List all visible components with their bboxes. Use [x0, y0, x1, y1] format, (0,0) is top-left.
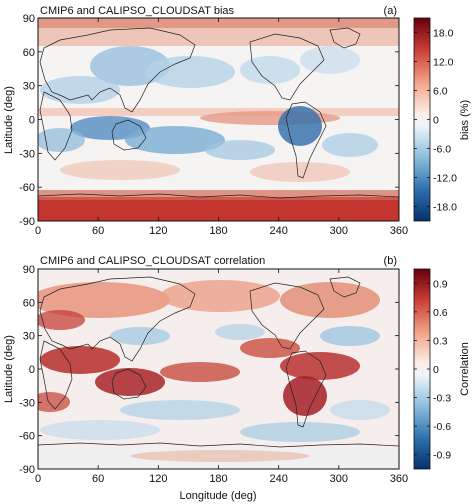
x-tick-label: 0 [35, 473, 41, 485]
panel-b-heatmap [38, 269, 399, 469]
x-tick-label: 120 [149, 225, 167, 237]
panel-b-y-ticks: 90 60 30 0 -30 -60 -90 [19, 264, 399, 476]
y-tick-label: 60 [23, 47, 35, 59]
x-tick-label: 180 [209, 473, 227, 485]
colorbar-tick-label: 0.3 [433, 335, 448, 347]
x-tick-label: 0 [35, 225, 41, 237]
x-tick-label: 180 [209, 225, 227, 237]
panel-a-label: (a) [384, 5, 397, 17]
y-tick-label: 60 [23, 297, 35, 309]
y-tick-label: -90 [19, 216, 35, 228]
colorbar-tick-label: -0.6 [433, 421, 451, 433]
colorbar-tick-label: 18.0 [433, 28, 454, 40]
y-tick-label: -30 [19, 148, 35, 160]
panel-b-label: (b) [384, 255, 397, 267]
colorbar-tick-label: 12.0 [433, 57, 454, 69]
panel-b-x-axis-label: Longitude (deg) [179, 490, 256, 502]
colorbar-tick-label: 0 [433, 364, 439, 376]
colorbar-tick-label: -6.0 [433, 144, 451, 156]
x-tick-label: 300 [330, 473, 348, 485]
colorbar-tick-label: -0.9 [433, 450, 451, 462]
panel-b-colorbar-label: Correlation [459, 342, 471, 396]
panel-b-x-ticks: 0 60 120 180 240 300 360 [35, 269, 408, 485]
y-tick-label: -90 [19, 464, 35, 476]
y-tick-label: 30 [23, 331, 35, 343]
panel-a-heatmap [38, 18, 399, 221]
y-tick-label: 0 [29, 115, 35, 127]
colorbar-tick-label: -0.3 [433, 393, 451, 405]
colorbar-tick-label: 0.9 [433, 278, 448, 290]
y-tick-label: 30 [23, 81, 35, 93]
panel-b-title: CMIP6 and CALIPSO_CLOUDSAT correlation [40, 255, 265, 267]
panel-a-title: CMIP6 and CALIPSO_CLOUDSAT bias [40, 5, 235, 17]
x-tick-label: 60 [92, 225, 104, 237]
y-tick-label: -60 [19, 182, 35, 194]
panel-a-colorbar-ticks: 18.0 12.0 6.0 0 -6.0 -12.0 -18.0 [414, 28, 457, 214]
x-tick-label: 360 [390, 473, 408, 485]
x-tick-label: 300 [330, 225, 348, 237]
panel-a-x-ticks: 0 60 120 180 240 300 360 [35, 18, 408, 237]
panel-a-y-ticks: 90 60 30 0 -30 -60 -90 [19, 13, 399, 228]
x-tick-label: 120 [149, 473, 167, 485]
panel-b-y-axis-label: Latitude (deg) [3, 335, 15, 403]
colorbar-tick-label: 0 [433, 115, 439, 127]
panel-a-colorbar-label: bias (%) [459, 100, 471, 140]
y-tick-label: -60 [19, 431, 35, 443]
y-tick-label: 90 [23, 13, 35, 25]
x-tick-label: 60 [92, 473, 104, 485]
y-tick-label: -30 [19, 397, 35, 409]
y-tick-label: 0 [29, 364, 35, 376]
x-tick-label: 360 [390, 225, 408, 237]
colorbar-tick-label: 6.0 [433, 86, 448, 98]
panel-a-y-axis-label: Latitude (deg) [3, 86, 15, 154]
panel-b-colorbar-ticks: 0.9 0.6 0.3 0 -0.3 -0.6 -0.9 [414, 278, 451, 462]
x-tick-label: 240 [269, 473, 287, 485]
colorbar-tick-label: -18.0 [433, 202, 457, 214]
colorbar-tick-label: 0.6 [433, 307, 448, 319]
colorbar-tick-label: -12.0 [433, 173, 457, 185]
y-tick-label: 90 [23, 264, 35, 276]
x-tick-label: 240 [269, 225, 287, 237]
